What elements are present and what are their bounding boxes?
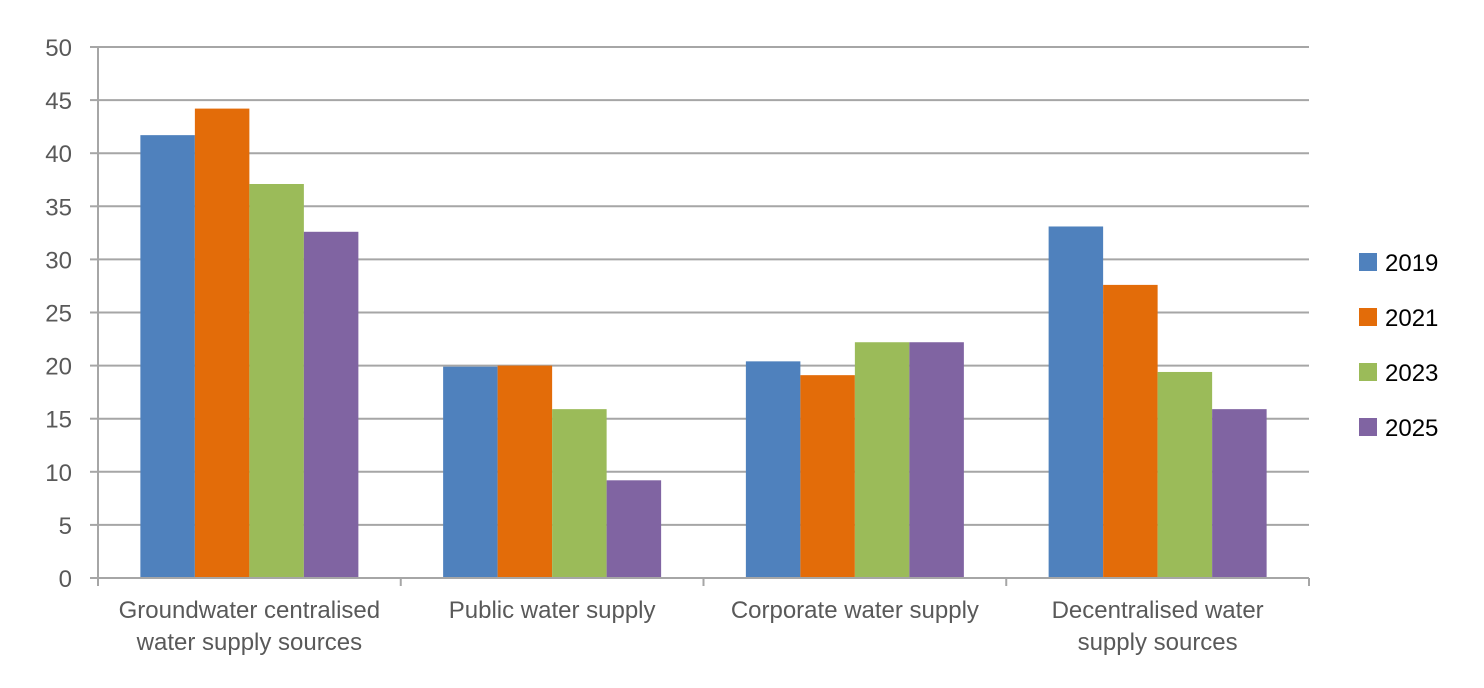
y-tick-label: 40 <box>45 141 72 168</box>
bar-2025-2 <box>909 342 964 578</box>
bar-2023-2 <box>854 342 910 578</box>
y-tick-label: 50 <box>45 35 72 62</box>
legend-swatch-2019 <box>1359 253 1377 271</box>
legend-label-2025: 2025 <box>1385 415 1438 442</box>
legend-swatch-2023 <box>1359 363 1377 381</box>
x-category-label: Groundwater centralised <box>119 597 380 624</box>
y-axis-ticks: 0 5 10 15 20 25 30 35 40 45 50 <box>45 35 98 593</box>
bar-2021-0 <box>194 108 250 578</box>
legend: 2019 2021 2023 2025 <box>1359 250 1438 442</box>
legend-label-2023: 2023 <box>1385 360 1438 387</box>
y-tick-label: 35 <box>45 194 72 221</box>
legend-label-2019: 2019 <box>1385 250 1438 277</box>
y-tick-label: 5 <box>59 513 72 540</box>
bar-2023-0 <box>249 183 304 579</box>
bar-2019-2 <box>745 361 801 578</box>
legend-label-2021: 2021 <box>1385 305 1438 332</box>
y-tick-label: 25 <box>45 301 72 328</box>
y-tick-label: 15 <box>45 407 72 434</box>
x-axis-labels: Groundwater centralised water supply sour… <box>119 597 1264 656</box>
x-category-label: Decentralised water <box>1052 597 1264 624</box>
bar-2019-3 <box>1048 226 1104 578</box>
bar-2025-1 <box>606 480 662 578</box>
bar-2021-2 <box>800 375 855 578</box>
x-category-label: water supply sources <box>136 629 362 656</box>
legend-swatch-2021 <box>1359 308 1377 326</box>
bars <box>140 108 1267 579</box>
bar-2025-3 <box>1212 409 1267 578</box>
x-category-label: Public water supply <box>449 597 656 624</box>
y-tick-label: 20 <box>45 354 72 381</box>
y-tick-label: 0 <box>59 566 72 593</box>
bar-2021-3 <box>1103 284 1158 578</box>
bar-2023-1 <box>552 409 607 578</box>
bar-2019-1 <box>443 366 498 578</box>
y-tick-label: 45 <box>45 88 72 115</box>
bar-2023-3 <box>1157 371 1213 578</box>
x-category-label: supply sources <box>1078 629 1238 656</box>
bar-2025-0 <box>303 231 359 578</box>
legend-swatch-2025 <box>1359 418 1377 436</box>
y-tick-label: 30 <box>45 247 72 274</box>
x-category-label: Corporate water supply <box>731 597 979 624</box>
bar-2019-0 <box>140 135 195 578</box>
y-tick-label: 10 <box>45 460 72 487</box>
bar-2021-1 <box>497 365 553 578</box>
